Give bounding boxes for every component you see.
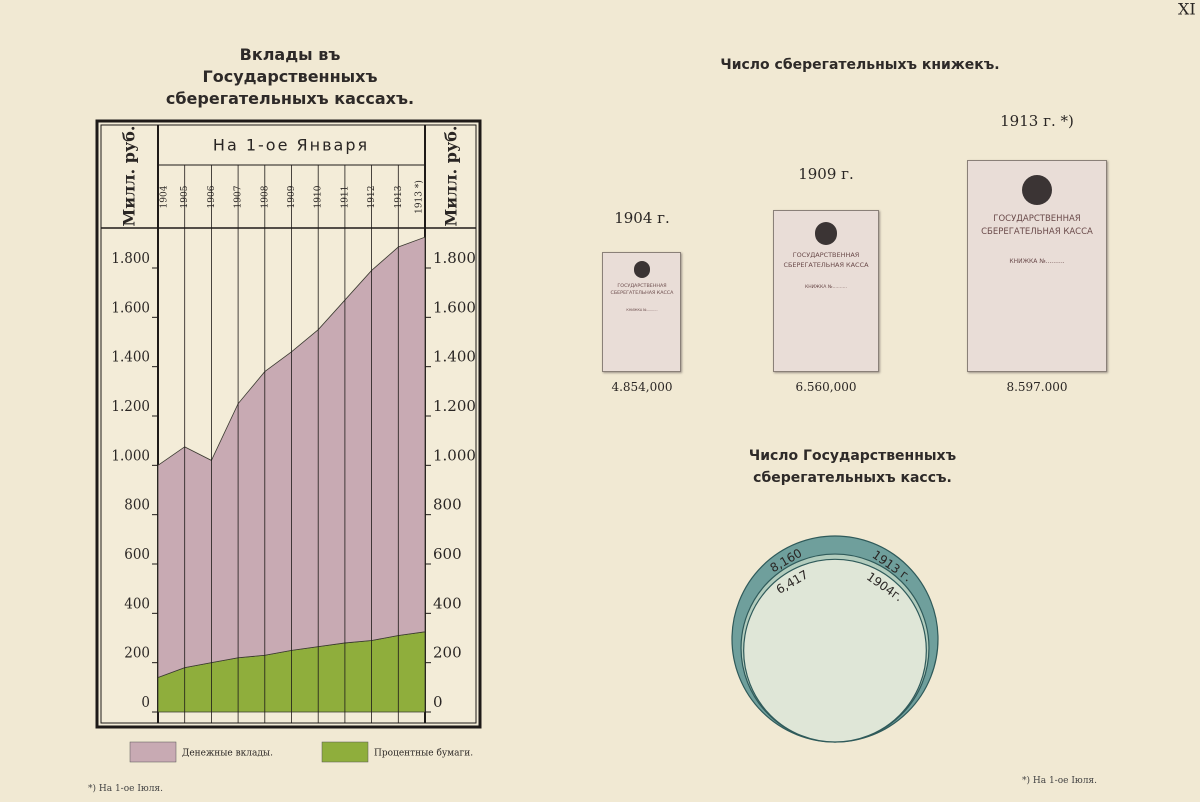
y-tick-label: 1.800 xyxy=(111,249,150,267)
legend-label: Процентные бумаги. xyxy=(374,748,473,759)
y2-tick-label: 600 xyxy=(433,545,462,563)
emblem xyxy=(1021,174,1052,205)
x-tick-label: 1913 xyxy=(394,185,404,208)
y-tick-label: 600 xyxy=(124,545,150,563)
emblem xyxy=(633,260,651,278)
x-tick-label: 1913 *) xyxy=(414,180,425,214)
book-text: Государственная сберегательная касса xyxy=(981,214,1093,237)
x-tick-label: 1904 xyxy=(160,185,170,208)
x-tick-label: 1907 xyxy=(234,185,244,208)
y2-tick-label: 0 xyxy=(433,693,443,711)
x-tick-label: 1912 xyxy=(367,186,377,209)
footnote: *) На 1-ое Іюля. xyxy=(1022,776,1097,786)
book-number: Книжка №.......... xyxy=(1009,257,1065,265)
chart-title: Число Государственныхъ сберегательныхъ к… xyxy=(748,448,957,486)
y2-tick-label: 1.600 xyxy=(433,298,476,316)
x-tick-label: 1909 xyxy=(287,185,297,208)
x-tick-label: 1910 xyxy=(314,185,324,208)
y-tick-label: 1.000 xyxy=(111,446,150,464)
value-label: 6.560,000 xyxy=(795,380,857,394)
value-label: 4.854,000 xyxy=(611,380,673,394)
x-tick-label: 1905 xyxy=(180,185,190,208)
book-text: Государственная сберегательная касса xyxy=(783,250,869,269)
book: Государственная сберегательная касса Книж… xyxy=(772,210,880,372)
y2-axis-label: Милл. руб. xyxy=(442,126,461,227)
y2-tick-label: 200 xyxy=(433,644,462,662)
legend-label: Денежные вклады. xyxy=(182,749,273,759)
footnote: *) На 1-ое Іюля. xyxy=(88,784,163,794)
y-tick-label: 0 xyxy=(141,693,150,711)
y2-tick-label: 1.400 xyxy=(433,348,476,366)
category-label: 1913 г. *) xyxy=(1000,112,1074,130)
frame-inner xyxy=(100,124,477,724)
book-text: Государственная сберегательная касса xyxy=(610,283,674,296)
y2-tick-label: 1.000 xyxy=(433,446,476,464)
chart-title: Вклады въ Государственныхъ сберегательны… xyxy=(165,45,415,108)
y2-tick-label: 400 xyxy=(433,594,462,612)
value-label: 8.597.000 xyxy=(1006,380,1068,394)
header: На 1-ое Января xyxy=(213,136,369,155)
chart-title: Число сберегательныхъ книжекъ. xyxy=(720,57,1000,73)
page-number: XI xyxy=(1178,0,1196,19)
y-axis-label: Милл. руб. xyxy=(120,126,139,227)
book: Государственная сберегательная касса Книж… xyxy=(602,252,682,372)
y-tick-label: 200 xyxy=(124,644,150,662)
x-tick-label: 1908 xyxy=(260,185,270,208)
book-number: Книжка №.......... xyxy=(804,284,848,290)
x-tick-label: 1911 xyxy=(340,186,350,209)
circle xyxy=(743,558,927,743)
y-tick-label: 1.200 xyxy=(111,397,150,415)
y-tick-label: 400 xyxy=(124,594,150,612)
y2-tick-label: 1.800 xyxy=(433,249,476,267)
category-label: 1904 г. xyxy=(614,208,670,227)
category-label: 1909 г. xyxy=(798,164,854,183)
y2-tick-label: 800 xyxy=(433,496,462,514)
y2-tick-label: 1.200 xyxy=(433,397,476,415)
legend-swatch xyxy=(129,741,177,763)
emblem xyxy=(814,221,838,245)
y-tick-label: 1.400 xyxy=(111,348,150,366)
book: Государственная сберегательная касса Книж… xyxy=(967,160,1107,372)
x-tick-label: 1906 xyxy=(207,185,217,208)
legend-swatch xyxy=(321,741,369,763)
book-number: Книжка №.......... xyxy=(626,307,658,312)
y-tick-label: 800 xyxy=(124,496,150,514)
y-tick-label: 1.600 xyxy=(111,298,150,316)
